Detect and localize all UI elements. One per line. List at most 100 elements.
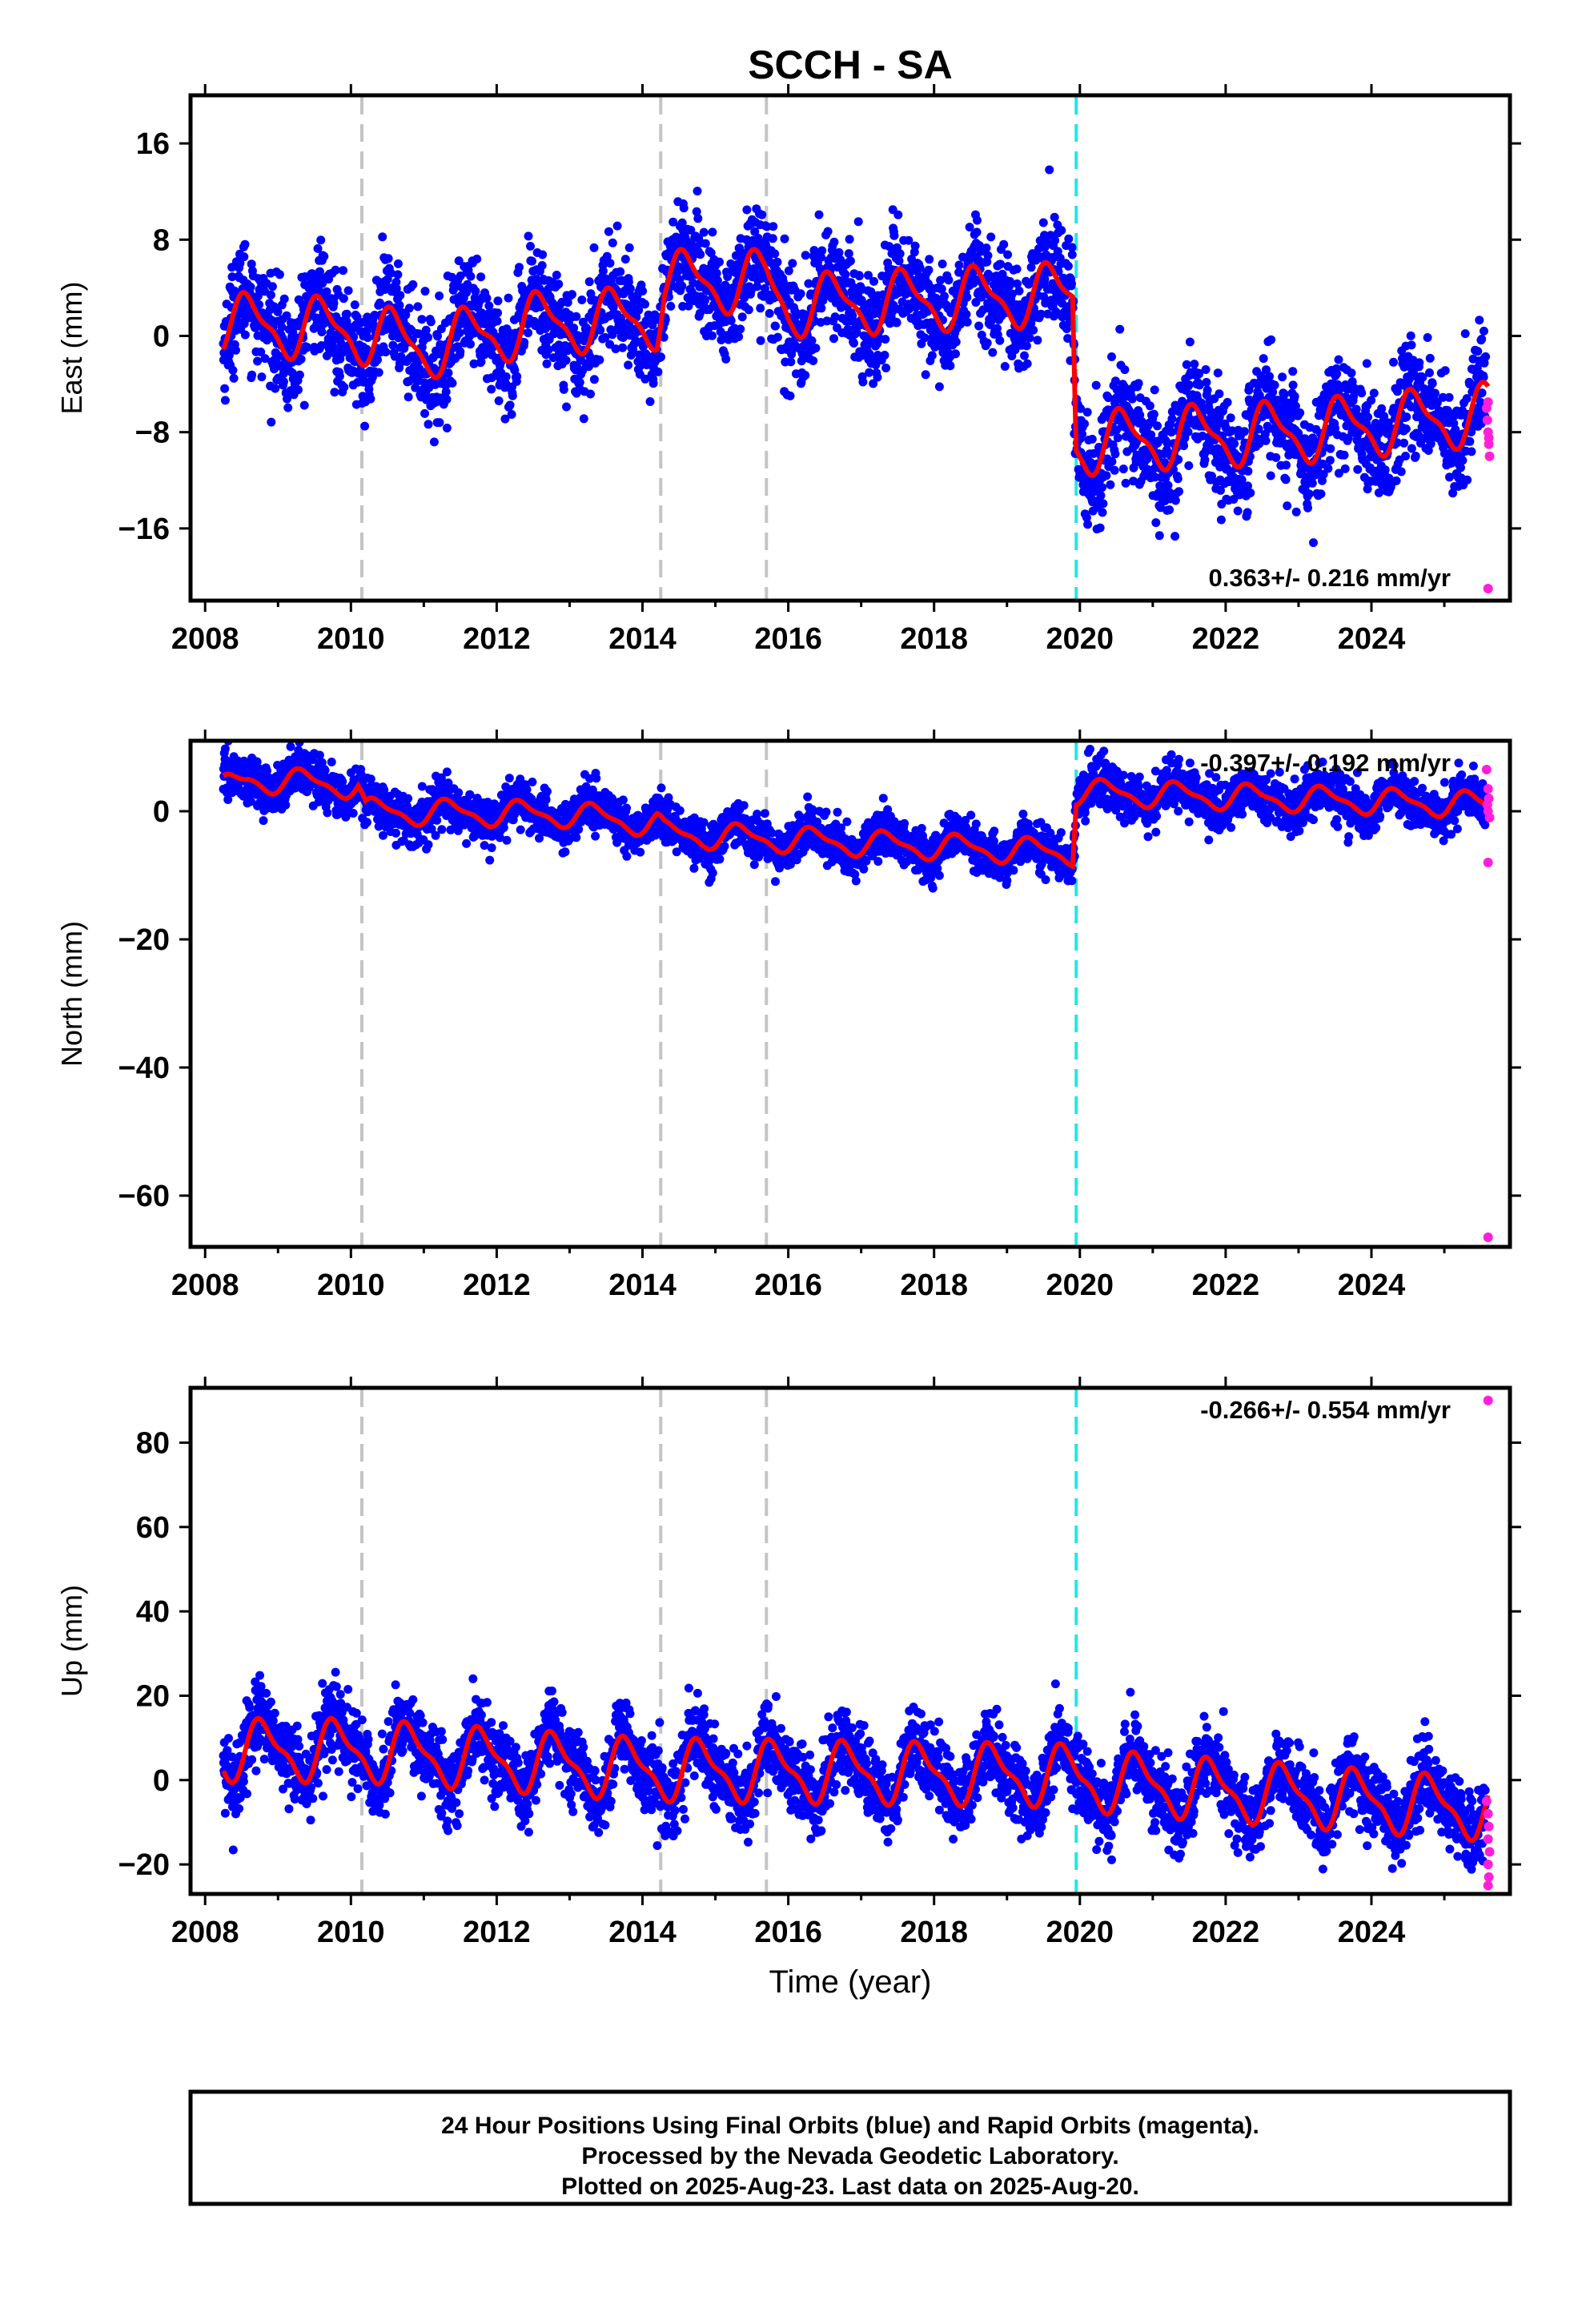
east-final-point bbox=[1067, 250, 1077, 259]
east-final-point bbox=[1266, 471, 1275, 480]
east-final-point bbox=[1203, 385, 1212, 395]
east-final-point bbox=[1083, 520, 1093, 529]
east-final-point bbox=[804, 279, 813, 288]
east-final-point bbox=[1281, 475, 1291, 485]
north-final-point bbox=[510, 810, 520, 819]
east-final-point bbox=[1063, 334, 1073, 343]
north-final-point bbox=[362, 818, 371, 827]
east-final-point bbox=[841, 270, 850, 279]
east-final-point bbox=[1411, 452, 1420, 460]
east-final-point bbox=[295, 370, 304, 380]
east-final-point bbox=[940, 292, 949, 301]
east-final-point bbox=[1170, 496, 1180, 505]
north-final-point bbox=[320, 766, 330, 775]
east-final-point bbox=[809, 356, 818, 365]
east-final-point bbox=[634, 305, 644, 315]
east-final-point bbox=[700, 296, 709, 305]
east-final-point bbox=[1351, 404, 1361, 414]
east-final-point bbox=[796, 289, 805, 299]
east-final-point bbox=[1022, 359, 1032, 368]
east-final-point bbox=[335, 354, 345, 364]
east-final-point bbox=[737, 312, 747, 322]
east-xtick-label: 2024 bbox=[1338, 622, 1406, 656]
east-final-point bbox=[220, 396, 230, 405]
east-final-point bbox=[339, 266, 347, 275]
east-xtick-label: 2020 bbox=[1046, 622, 1114, 656]
north-final-point bbox=[379, 785, 389, 794]
east-final-point bbox=[442, 395, 452, 404]
north-final-point bbox=[333, 810, 343, 819]
east-final-point bbox=[1087, 434, 1097, 444]
east-final-point bbox=[1120, 365, 1130, 375]
east-final-point bbox=[1255, 391, 1264, 400]
east-final-point bbox=[1107, 456, 1117, 466]
east-final-point bbox=[618, 343, 628, 352]
east-final-point bbox=[1062, 324, 1071, 333]
east-final-point bbox=[329, 299, 339, 308]
east-final-point bbox=[904, 235, 913, 245]
east-final-point bbox=[1022, 341, 1031, 351]
east-final-point bbox=[386, 268, 396, 278]
east-final-point bbox=[322, 351, 331, 360]
east-final-point bbox=[1058, 299, 1067, 308]
east-final-point bbox=[1406, 331, 1415, 340]
east-final-point bbox=[954, 267, 964, 277]
east-final-point bbox=[572, 312, 581, 321]
north-plot-area bbox=[219, 741, 1495, 1242]
north-final-point bbox=[323, 808, 332, 818]
east-final-point bbox=[442, 424, 452, 432]
east-final-point bbox=[1243, 481, 1252, 491]
east-final-point bbox=[1288, 367, 1298, 376]
east-final-point bbox=[492, 316, 502, 326]
east-final-point bbox=[1063, 261, 1073, 271]
east-final-point bbox=[1265, 372, 1275, 381]
east-final-point bbox=[293, 385, 303, 395]
east-final-point bbox=[1098, 483, 1107, 493]
east-final-point bbox=[873, 372, 882, 382]
east-final-point bbox=[686, 225, 696, 235]
east-final-point bbox=[858, 377, 868, 387]
east-final-point bbox=[845, 256, 855, 266]
east-final-point bbox=[283, 394, 291, 404]
east-final-point bbox=[1477, 335, 1487, 344]
east-final-point bbox=[504, 293, 513, 303]
east-final-point bbox=[869, 276, 878, 286]
east-final-point bbox=[1480, 326, 1488, 336]
east-final-point bbox=[1195, 369, 1203, 379]
north-final-point bbox=[436, 773, 446, 782]
east-final-point bbox=[420, 408, 429, 418]
east-final-point bbox=[1369, 388, 1379, 398]
east-xtick-label: 2010 bbox=[317, 622, 385, 656]
north-final-point bbox=[281, 800, 291, 810]
east-final-point bbox=[391, 283, 401, 293]
east-final-point bbox=[708, 227, 717, 237]
east-final-point bbox=[925, 255, 934, 264]
east-final-point bbox=[679, 203, 689, 213]
east-final-point bbox=[611, 344, 620, 354]
east-final-point bbox=[612, 221, 622, 231]
east-final-point bbox=[562, 402, 571, 412]
east-final-point bbox=[699, 227, 709, 237]
east-final-point bbox=[1006, 279, 1015, 288]
east-final-point bbox=[370, 311, 379, 320]
east-final-point bbox=[1383, 418, 1393, 428]
east-final-point bbox=[257, 372, 267, 382]
east-final-point bbox=[267, 282, 277, 292]
east-final-point bbox=[1033, 336, 1042, 345]
east-final-point bbox=[1162, 445, 1171, 455]
east-final-point bbox=[1010, 345, 1020, 355]
east-final-point bbox=[1481, 352, 1491, 361]
east-final-point bbox=[260, 354, 270, 364]
east-final-point bbox=[822, 316, 832, 326]
east-final-point bbox=[986, 232, 996, 242]
east-final-point bbox=[854, 271, 864, 281]
east-final-point bbox=[653, 367, 663, 376]
east-final-point bbox=[921, 370, 930, 380]
east-final-point bbox=[800, 310, 809, 320]
east-final-point bbox=[1291, 401, 1300, 411]
east-final-point bbox=[404, 392, 413, 402]
east-final-point bbox=[600, 332, 610, 342]
east-final-point bbox=[1026, 263, 1036, 272]
east-final-point bbox=[316, 235, 326, 245]
